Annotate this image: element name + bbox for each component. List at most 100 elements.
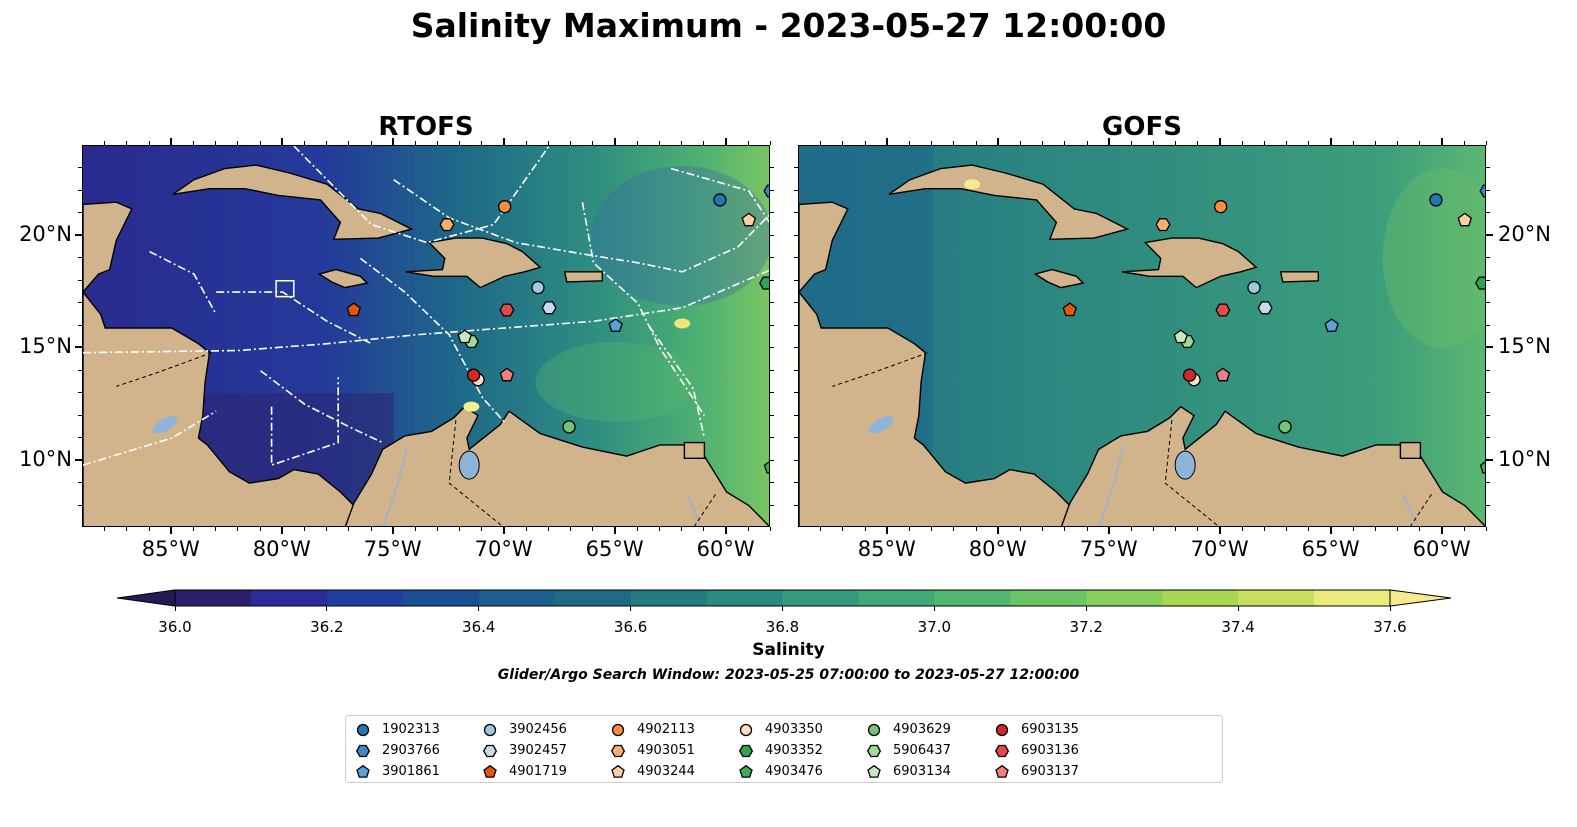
colorbar-tick-label: 37.4 [1221,618,1255,636]
lon-minor-tick [1241,527,1243,531]
lon-minor-tick [237,141,239,145]
lat-tick [1486,167,1490,169]
lat-minor-tick [794,257,798,259]
legend-marker-1902313 [356,723,370,736]
lon-tick-top [1329,138,1332,145]
lon-minor-tick [1153,141,1155,145]
legend-marker-6903136 [995,744,1009,757]
lat-tick [1486,414,1490,416]
colorbar-tick-label: 37.6 [1373,618,1407,636]
lon-minor-tick [1486,527,1487,531]
legend-item: 3902456 [483,722,567,737]
lon-tick-bottom [885,527,888,534]
legend-item: 4903244 [611,764,695,779]
lat-tick [78,302,82,304]
float-marker-2903766 [1479,184,1485,198]
float-marker-4903244 [1457,212,1473,227]
legend-item: 4902113 [611,722,695,737]
lon-minor-tick [636,141,638,145]
lon-minor-tick [931,141,933,145]
lat-label: 10°N [1498,446,1551,471]
legend-item: 6903135 [995,722,1079,737]
lon-minor-tick [126,527,128,531]
lat-minor-tick [794,279,798,281]
float-marker-3902457 [541,301,557,315]
float-marker-4902113 [1214,200,1228,214]
float-marker-6903137 [499,367,515,382]
lon-minor-tick [1175,527,1177,531]
lon-minor-tick [1286,141,1288,145]
lat-tick [1486,437,1490,439]
lon-tick-top [996,138,999,145]
lon-minor-tick [1086,141,1088,145]
lon-minor-tick [1197,527,1199,531]
legend-label: 2903766 [382,743,440,758]
colorbar-tick-label: 37.2 [1069,618,1103,636]
float-marker-6903136 [499,303,515,317]
lon-minor-tick [1042,527,1044,531]
lat-minor-tick [794,189,798,191]
colorbar-segment [858,590,935,606]
legend-label: 4902113 [637,722,695,737]
legend-marker-4903350 [739,723,753,736]
lat-tick [1486,458,1493,461]
legend-label: 4903629 [893,722,951,737]
legend-marker-4903476 [739,764,753,778]
float-marker-4903476 [763,461,769,474]
lon-tick-top [502,138,505,145]
lon-minor-tick [659,527,661,531]
lat-tick [1486,189,1490,191]
rtofs-map [82,145,770,527]
lon-minor-tick [1064,527,1066,531]
lon-minor-tick [1064,141,1066,145]
colorbar-tick-label: 36.4 [462,618,496,636]
lon-minor-tick [747,141,749,145]
legend-label: 5906437 [893,743,951,758]
legend-label: 3902456 [509,722,567,737]
lon-minor-tick [303,141,305,145]
lon-minor-tick [1019,141,1021,145]
lon-minor-tick [570,527,572,531]
lat-minor-tick [770,392,774,394]
legend-item: 4903352 [739,743,823,758]
lon-minor-tick [414,527,416,531]
lon-minor-tick [215,527,217,531]
lat-minor-tick [794,234,798,236]
lon-minor-tick [1264,141,1266,145]
lat-tick [75,458,82,461]
lon-minor-tick [1486,141,1487,145]
colorbar-tick [1389,606,1391,611]
lon-minor-tick [548,141,550,145]
lon-minor-tick [1397,527,1399,531]
lon-tick-bottom [502,527,505,534]
lon-minor-tick [747,527,749,531]
lon-minor-tick [148,527,150,531]
lat-tick [1486,346,1493,349]
legend-label: 1902313 [382,722,440,737]
lon-minor-tick [259,527,261,531]
lat-minor-tick [794,302,798,304]
lon-minor-tick [481,141,483,145]
lat-label: 10°N [19,446,72,471]
lat-minor-tick [794,437,798,439]
lon-minor-tick [126,141,128,145]
lon-tick-top [724,138,727,145]
lon-tick-bottom [280,527,283,534]
lon-label: 70°W [474,537,533,561]
legend-item: 4903051 [611,743,695,758]
lon-minor-tick [864,527,866,531]
legend-marker-6903135 [995,723,1009,736]
lat-tick [1486,279,1490,281]
legend-marker-2903766 [356,744,370,757]
lat-minor-tick [770,324,774,326]
colorbar-segment [1238,590,1315,606]
legend-label: 6903136 [1021,743,1079,758]
lon-tick-bottom [613,527,616,534]
float-marker-2903766 [763,184,769,198]
float-marker-4903629 [562,420,576,434]
legend-marker-4903051 [611,744,625,757]
lat-minor-tick [794,167,798,169]
lat-tick [78,279,82,281]
lon-minor-tick [370,527,372,531]
legend-item: 6903137 [995,764,1079,779]
